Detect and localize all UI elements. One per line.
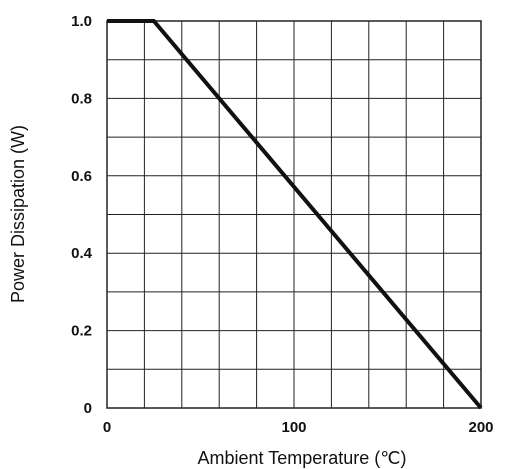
y-axis-tick-labels: 0 0.2 0.4 0.6 0.8 1.0 <box>71 13 93 417</box>
y-tick-label: 0.6 <box>71 168 92 185</box>
y-tick-label: 0.4 <box>71 245 93 262</box>
x-axis-tick-labels: 0 100 200 <box>103 419 494 436</box>
y-tick-label: 1.0 <box>71 13 92 30</box>
y-tick-label: 0.8 <box>71 90 92 107</box>
x-tick-label: 100 <box>281 419 306 436</box>
y-tick-label: 0.2 <box>71 323 92 340</box>
x-axis-title: Ambient Temperature (℃) <box>198 448 407 468</box>
power-derating-curve <box>107 19 483 410</box>
x-tick-label: 200 <box>468 419 493 436</box>
grid <box>106 20 482 409</box>
x-tick-label: 0 <box>103 419 111 436</box>
y-tick-label: 0 <box>84 400 92 417</box>
plot-frame <box>106 20 482 409</box>
y-axis-title: Power Dissipation (W) <box>8 125 28 303</box>
